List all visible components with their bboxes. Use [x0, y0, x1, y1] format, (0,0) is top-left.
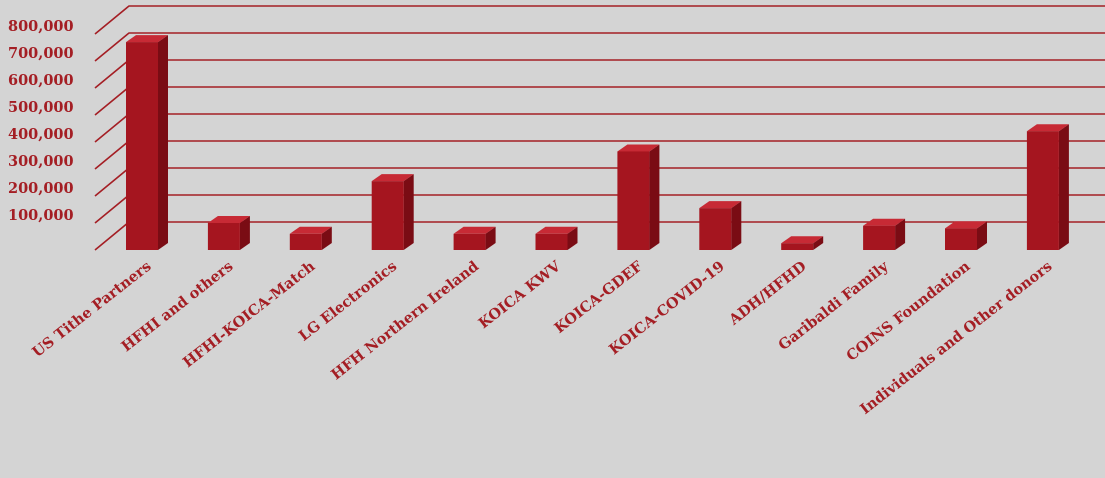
bar-front	[207, 223, 240, 250]
bar-top	[1026, 124, 1069, 132]
bar-front	[126, 42, 158, 250]
gridline	[94, 86, 1105, 116]
y-tick-label: 700,000	[8, 45, 74, 62]
bar	[289, 226, 332, 250]
bar	[945, 221, 987, 250]
bar-side	[977, 221, 987, 250]
bar	[699, 201, 742, 250]
bar-front	[371, 181, 404, 250]
bar-front	[453, 233, 486, 250]
y-tick-label: 500,000	[8, 99, 74, 116]
bar	[781, 236, 824, 250]
bar-top	[371, 174, 414, 182]
bar-top	[207, 216, 250, 223]
bar-side	[895, 218, 906, 250]
bar-front	[617, 151, 650, 250]
bar	[207, 216, 250, 250]
bar-top	[945, 221, 987, 229]
x-tick-label: ADH/HFHD	[725, 258, 810, 329]
gridline	[94, 140, 1105, 170]
y-tick-label: 600,000	[8, 72, 74, 89]
bar-front	[289, 233, 322, 250]
bar-top	[126, 35, 168, 43]
bar-side	[1058, 124, 1069, 250]
bar-top	[289, 226, 332, 234]
bar-front	[781, 243, 814, 250]
bar	[863, 218, 906, 250]
bar-side	[158, 35, 168, 250]
bar-top	[535, 226, 578, 234]
bar-front	[945, 228, 977, 250]
gridline	[94, 32, 1105, 62]
bar	[126, 35, 168, 250]
bar-front	[699, 208, 732, 250]
bar-front	[863, 225, 896, 250]
gridline	[94, 5, 1105, 35]
bar-side	[649, 144, 660, 250]
bar-side	[567, 226, 578, 250]
bar-front	[535, 233, 568, 250]
bar	[1026, 124, 1069, 250]
bar	[535, 226, 578, 250]
bar-side	[403, 174, 414, 250]
bar-top	[453, 226, 496, 234]
bar-front	[1026, 131, 1059, 250]
bar	[371, 174, 414, 250]
y-tick-label: 100,000	[8, 207, 74, 224]
gridline	[94, 167, 1105, 197]
bar-top	[863, 218, 906, 226]
bar-top	[617, 144, 660, 152]
x-tick-label: HFH Northern Ireland	[328, 258, 482, 384]
gridline	[94, 113, 1105, 143]
gridline	[94, 59, 1105, 89]
x-tick-label: KOICA KWV	[475, 257, 564, 332]
bar-side	[321, 226, 332, 250]
y-tick-label: 300,000	[8, 153, 74, 170]
x-tick-label: HFHI-KOICA-Match	[180, 257, 319, 371]
bar-top	[781, 236, 824, 244]
bar-side	[239, 216, 250, 250]
y-tick-label: 800,000	[8, 18, 74, 35]
bar-top	[699, 201, 742, 209]
bar	[617, 144, 660, 250]
bar-side	[731, 201, 742, 250]
y-tick-label: 400,000	[8, 126, 74, 143]
y-tick-label: 200,000	[8, 180, 74, 197]
bar	[453, 226, 496, 250]
bar-side	[813, 236, 824, 250]
bar-side	[485, 226, 496, 250]
